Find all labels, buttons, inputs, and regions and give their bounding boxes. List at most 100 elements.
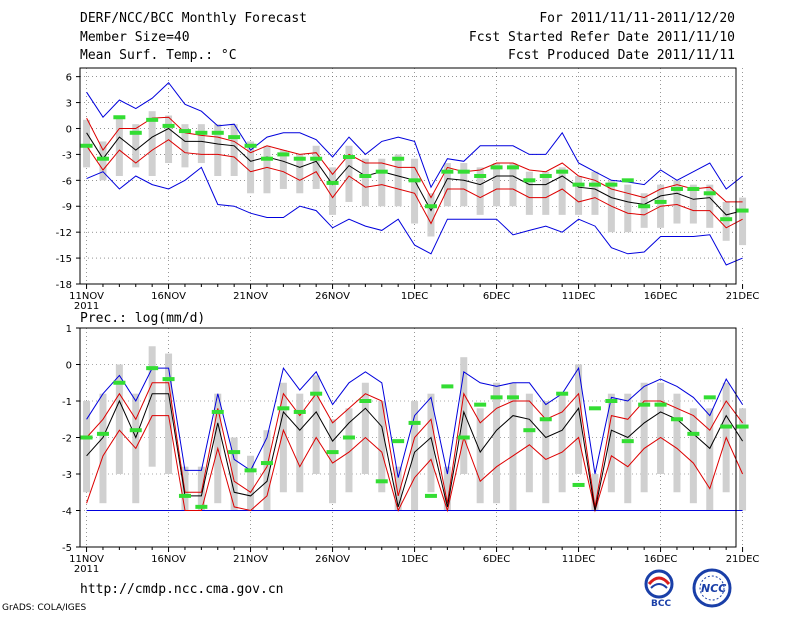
median-marker [588, 182, 601, 187]
ensemble-box [591, 474, 599, 511]
forecast-period: For 2011/11/11-2011/12/20 [539, 11, 735, 26]
ensemble-box [345, 145, 353, 202]
min-line [86, 166, 743, 266]
y-tick-label: -5 [62, 543, 72, 554]
x-tick-label: 21DEC [726, 554, 760, 565]
median-marker [228, 135, 241, 140]
member-size: Member Size=40 [80, 30, 190, 45]
x-tick-sublabel: 2011 [74, 301, 99, 312]
bcc-logo-icon: BCC [644, 569, 674, 608]
ensemble-box [689, 184, 697, 224]
median-marker [474, 402, 487, 407]
median-marker [654, 199, 667, 204]
ensemble-box [115, 115, 123, 176]
median-marker [310, 156, 323, 161]
median-marker [523, 178, 536, 183]
median-marker [457, 169, 470, 174]
median-marker [621, 178, 634, 183]
median-marker [720, 424, 733, 429]
x-tick-label: 21NOV [233, 554, 268, 565]
ensemble-box [443, 466, 451, 511]
ensemble-box [263, 430, 271, 511]
ensemble-box [525, 171, 533, 215]
spread-upper-line [86, 382, 744, 507]
median-marker [244, 143, 257, 148]
ensemble-box [181, 124, 189, 168]
median-marker [556, 391, 569, 396]
ensemble-box [312, 375, 320, 474]
ensemble-box [575, 176, 583, 215]
ensemble-box [411, 158, 419, 224]
ensemble-box [329, 167, 337, 215]
median-marker [654, 402, 667, 407]
ensemble-box [394, 154, 402, 207]
y-tick-label: -2 [62, 434, 72, 445]
website-url[interactable]: http://cmdp.ncc.cma.gov.cn [80, 582, 284, 597]
median-marker [490, 395, 503, 400]
ensemble-box [378, 401, 386, 493]
ensemble-box [263, 145, 271, 194]
ensemble-box [279, 382, 287, 493]
x-tick-label: 16NOV [151, 554, 186, 565]
y-tick-label: 0 [66, 361, 72, 372]
ensemble-box [640, 193, 648, 228]
ensemble-box [427, 193, 435, 237]
ensemble-box [739, 408, 747, 511]
median-marker [474, 174, 487, 178]
ensemble-box [83, 119, 91, 168]
bcc-logo-text: BCC [651, 599, 671, 608]
median-marker [703, 395, 716, 400]
median-marker [457, 435, 470, 440]
median-marker [392, 156, 405, 161]
median-marker [736, 208, 749, 213]
median-marker [424, 204, 437, 209]
ensemble-box [460, 357, 468, 474]
ensemble-box [197, 124, 205, 164]
median-marker [441, 169, 454, 174]
x-tick-label: 6DEC [483, 291, 510, 302]
ensemble-box [197, 466, 205, 511]
median-marker [129, 428, 142, 433]
ensemble-box [296, 393, 304, 493]
median-marker [293, 156, 306, 161]
median-marker [342, 435, 355, 440]
median-marker [408, 420, 421, 425]
median-marker [572, 182, 585, 187]
x-tick-label: 1DEC [401, 554, 428, 565]
chart-title: DERF/NCC/BCC Monthly Forecast [80, 11, 307, 26]
median-marker [687, 186, 700, 191]
plot-frame [79, 67, 737, 285]
median-marker [260, 461, 273, 466]
x-tick-label: 11NOV [69, 554, 104, 565]
ensemble-box [361, 158, 369, 207]
ensemble-box [345, 408, 353, 493]
median-marker [178, 493, 191, 498]
ensemble-box [591, 171, 599, 215]
x-tick-sublabel: 2011 [74, 564, 99, 575]
spread-lower-line [86, 415, 744, 513]
ensemble-box [247, 141, 255, 194]
x-tick-label: 21DEC [726, 291, 760, 302]
median-marker [113, 115, 126, 120]
median-marker [326, 450, 339, 455]
x-tick-label: 26NOV [315, 554, 350, 565]
median-marker [244, 468, 257, 473]
prec-title: Prec.: log(mm/d) [80, 311, 205, 326]
ensemble-box [378, 158, 386, 207]
median-marker [80, 143, 93, 148]
y-tick-label: -1 [62, 397, 72, 408]
max-line [86, 81, 743, 190]
ensemble-box [706, 408, 714, 511]
fcst-produced-date: Fcst Produced Date 2011/11/11 [508, 48, 735, 63]
x-tick-label: 6DEC [483, 554, 510, 565]
median-marker [359, 174, 372, 178]
ensemble-box [230, 437, 238, 511]
median-marker [228, 450, 241, 455]
median-marker [556, 169, 569, 174]
ensemble-box [394, 466, 402, 511]
ensemble-box [411, 401, 419, 511]
median-marker [375, 479, 388, 484]
ensemble-box [99, 393, 107, 504]
